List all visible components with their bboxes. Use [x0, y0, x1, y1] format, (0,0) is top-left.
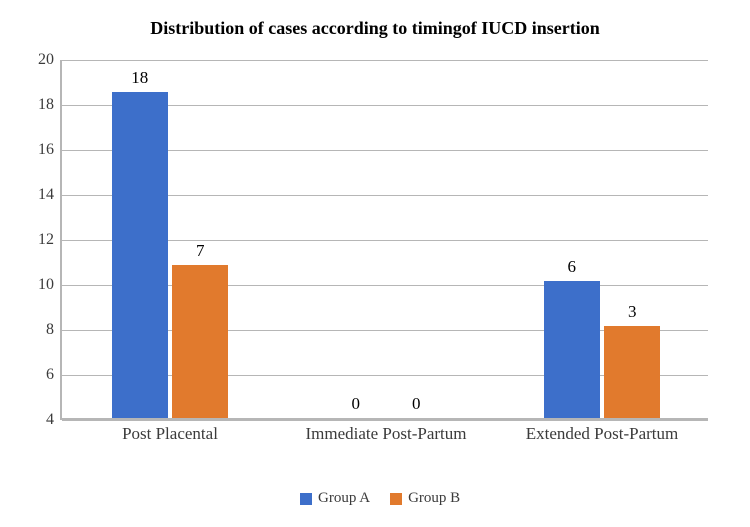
bar	[112, 92, 168, 418]
y-tick-label: 10	[38, 276, 62, 294]
y-tick-label: 12	[38, 231, 62, 249]
legend-label: Group A	[318, 490, 370, 507]
legend-item: Group B	[390, 490, 460, 507]
legend-swatch	[300, 493, 312, 505]
plot-area: 468101214161820Post Placental187Immediat…	[60, 60, 708, 420]
legend: Group A Group B	[300, 490, 460, 507]
y-tick-label: 6	[46, 366, 62, 384]
y-tick-label: 4	[46, 411, 62, 429]
x-tick-label: Extended Post-Partum	[499, 418, 704, 444]
chart-title: Distribution of cases according to timin…	[0, 18, 750, 39]
category-group: Immediate Post-Partum00	[278, 60, 494, 418]
bar-value-label: 0	[352, 394, 361, 414]
y-tick-label: 16	[38, 141, 62, 159]
y-tick-label: 14	[38, 186, 62, 204]
bar	[544, 281, 600, 418]
category-group: Extended Post-Partum63	[494, 60, 710, 418]
bar	[604, 326, 660, 418]
x-tick-label: Immediate Post-Partum	[283, 418, 488, 444]
legend-item: Group A	[300, 490, 370, 507]
legend-label: Group B	[408, 490, 460, 507]
y-tick-label: 18	[38, 96, 62, 114]
x-tick-label: Post Placental	[67, 418, 272, 444]
bar-value-label: 3	[628, 302, 637, 322]
bar-value-label: 0	[412, 394, 421, 414]
chart-container: Distribution of cases according to timin…	[0, 0, 750, 527]
y-tick-label: 8	[46, 321, 62, 339]
bar-value-label: 6	[568, 257, 577, 277]
bar-value-label: 18	[131, 68, 148, 88]
legend-swatch	[390, 493, 402, 505]
category-group: Post Placental187	[62, 60, 278, 418]
bar-value-label: 7	[196, 241, 205, 261]
y-tick-label: 20	[38, 51, 62, 69]
bar	[172, 265, 228, 418]
